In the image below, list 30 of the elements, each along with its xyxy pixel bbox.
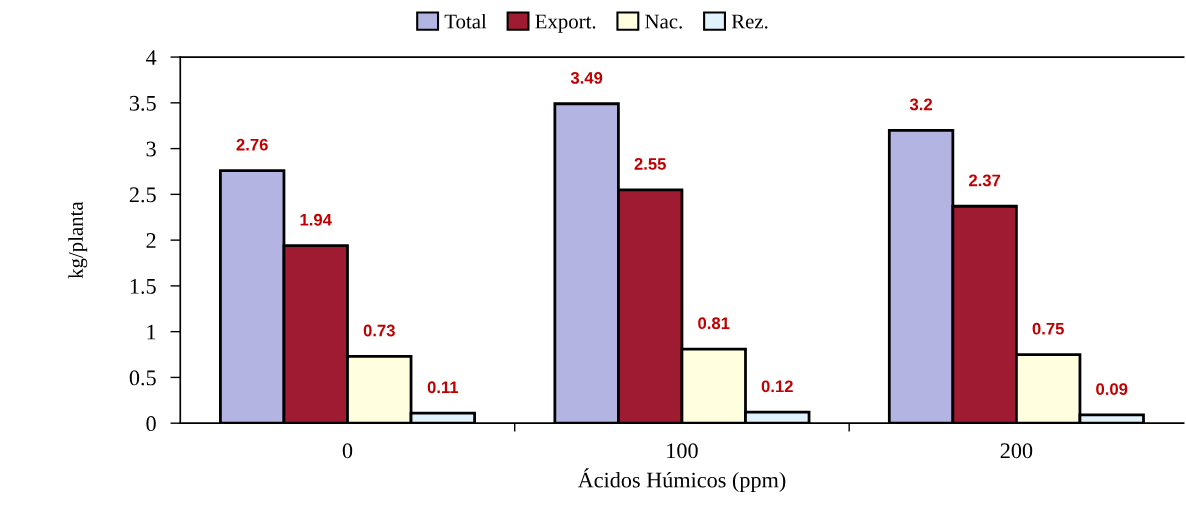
y-tick-label: 3.5 [129, 95, 156, 111]
data-label: 0.11 [427, 381, 459, 394]
x-axis-title: Ácidos Húmicos (ppm) [577, 468, 786, 493]
y-axis-title: kg/planta [68, 201, 88, 279]
y-tick-label: 2 [146, 233, 156, 248]
y-tick-label: 1.5 [130, 278, 156, 294]
y-tick-label: 4 [145, 50, 157, 65]
y-tick-label: 3 [146, 141, 156, 157]
data-label: 0.73 [363, 324, 395, 337]
legend-label: Export. [535, 14, 596, 33]
data-label: 2.37 [968, 174, 1001, 187]
x-tick-label: 0 [342, 443, 353, 459]
legend-label: Rez. [731, 14, 768, 29]
y-tick-label: 2.5 [129, 187, 156, 203]
y-tick-label: 0 [146, 416, 156, 432]
data-label: 1.94 [300, 213, 332, 226]
data-label: 2.76 [236, 138, 268, 151]
data-label: 2.55 [634, 158, 666, 170]
data-label: 3.49 [570, 71, 603, 84]
data-label: 0.81 [698, 317, 730, 330]
y-tick-label: 1 [147, 324, 156, 340]
data-label: 0.75 [1032, 322, 1064, 335]
legend-label: Nac. [645, 14, 682, 29]
x-tick-label: 100 [667, 443, 698, 459]
data-label: 0.12 [761, 380, 793, 393]
data-label: 0.09 [1096, 383, 1128, 395]
y-tick-label: 0.5 [129, 370, 156, 386]
legend-label: Total [444, 13, 487, 29]
x-tick-label: 200 [1000, 443, 1033, 459]
data-label: 3.2 [909, 98, 932, 111]
